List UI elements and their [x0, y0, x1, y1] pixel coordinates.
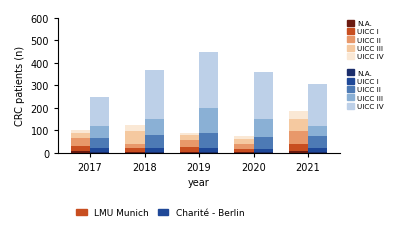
Bar: [254, 119, 273, 137]
Bar: [308, 149, 327, 152]
Legend: N.A., UICC I, UICC II, UICC III, UICC IV, , N.A., UICC I, UICC II, UICC III, UIC: N.A., UICC I, UICC II, UICC III, UICC IV…: [346, 20, 385, 110]
Bar: [180, 148, 199, 152]
Bar: [90, 126, 109, 139]
Bar: [144, 152, 164, 153]
Bar: [289, 119, 308, 132]
Bar: [234, 140, 254, 144]
Bar: [71, 151, 90, 153]
Y-axis label: CRC patients (n): CRC patients (n): [15, 46, 25, 126]
Bar: [289, 132, 308, 144]
Bar: [254, 73, 273, 119]
Bar: [254, 150, 273, 152]
Bar: [180, 133, 199, 135]
Bar: [126, 149, 144, 152]
Legend: LMU Munich, Charité - Berlin: LMU Munich, Charité - Berlin: [72, 204, 248, 220]
Bar: [308, 136, 327, 149]
Bar: [144, 70, 164, 119]
Bar: [126, 132, 144, 144]
Bar: [254, 152, 273, 153]
Bar: [199, 133, 218, 149]
Bar: [254, 137, 273, 150]
X-axis label: year: year: [188, 178, 210, 188]
Bar: [144, 135, 164, 149]
Bar: [180, 141, 199, 148]
Bar: [90, 149, 109, 152]
Bar: [126, 144, 144, 149]
Bar: [180, 152, 199, 153]
Bar: [234, 144, 254, 150]
Bar: [308, 126, 327, 136]
Bar: [199, 152, 218, 153]
Bar: [289, 144, 308, 151]
Bar: [199, 52, 218, 108]
Bar: [234, 150, 254, 152]
Bar: [71, 133, 90, 139]
Bar: [126, 152, 144, 153]
Bar: [234, 152, 254, 153]
Bar: [71, 139, 90, 146]
Bar: [144, 119, 164, 135]
Bar: [90, 152, 109, 153]
Bar: [90, 139, 109, 149]
Bar: [144, 149, 164, 152]
Bar: [71, 146, 90, 151]
Bar: [126, 125, 144, 132]
Bar: [234, 136, 254, 140]
Bar: [199, 108, 218, 133]
Bar: [308, 85, 327, 126]
Bar: [180, 135, 199, 141]
Bar: [199, 149, 218, 152]
Bar: [71, 131, 90, 133]
Bar: [308, 152, 327, 153]
Bar: [289, 112, 308, 119]
Bar: [90, 97, 109, 126]
Bar: [289, 151, 308, 153]
